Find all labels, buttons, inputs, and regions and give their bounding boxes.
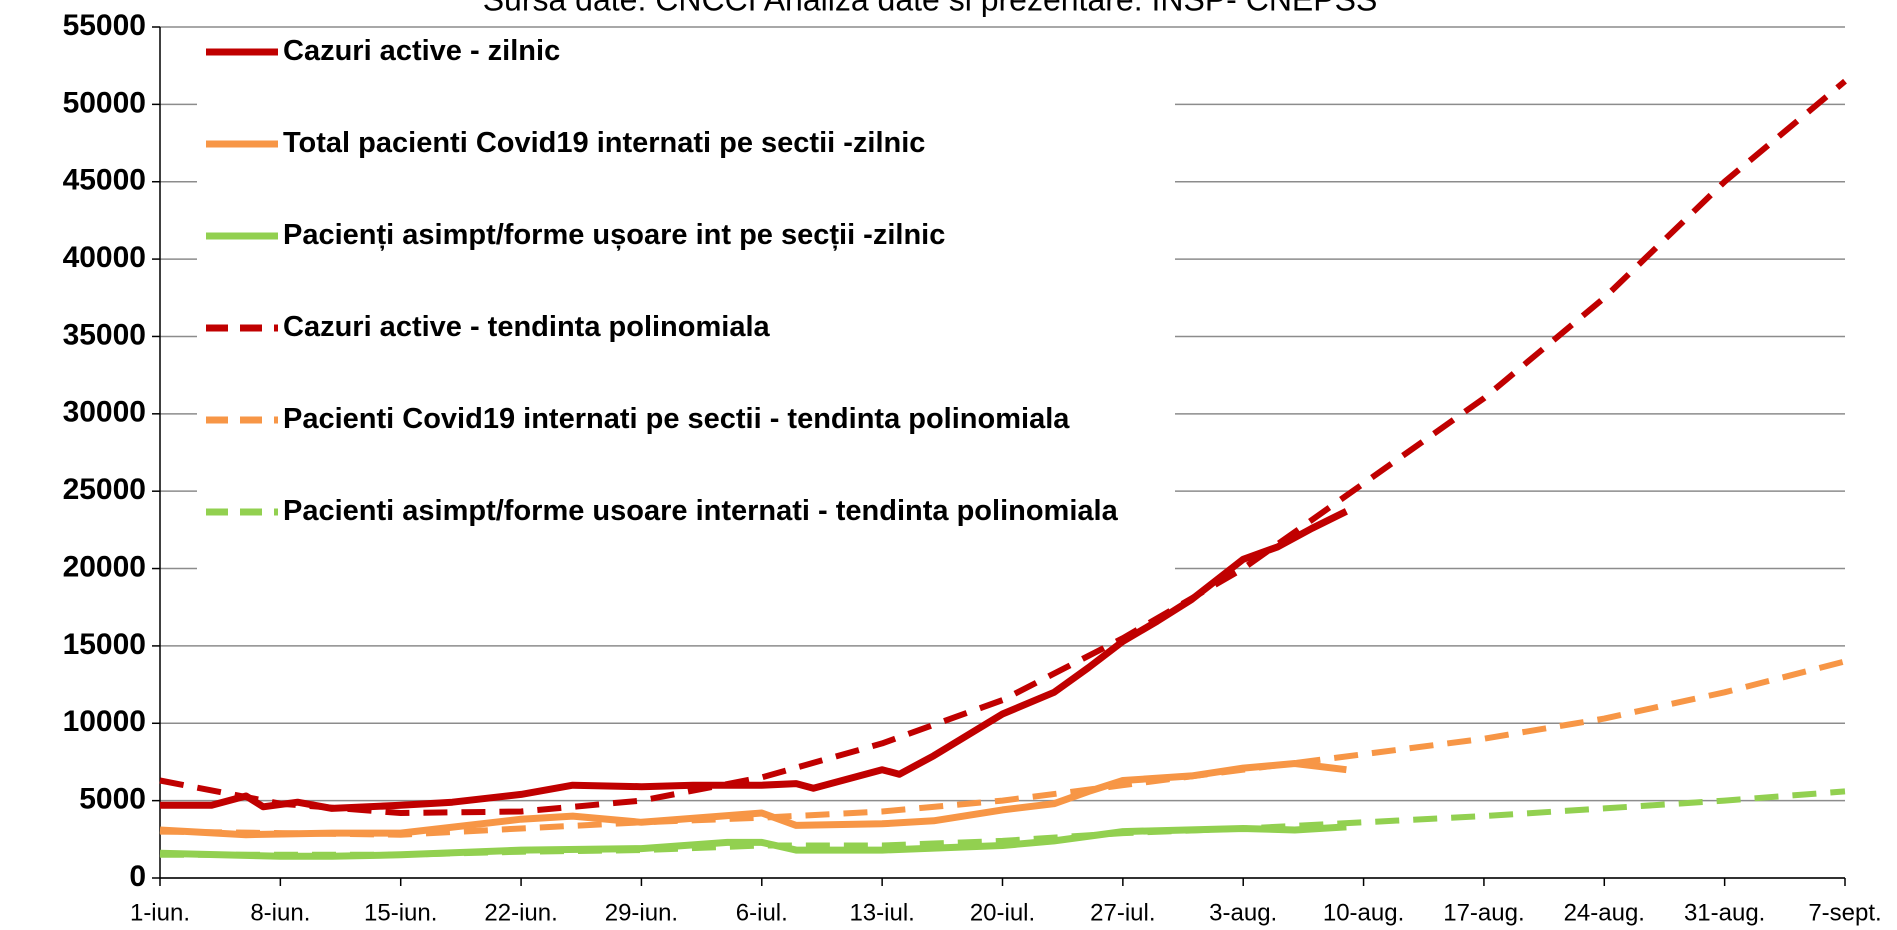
- legend-label: Cazuri active - zilnic: [283, 35, 560, 67]
- legend-line: Pacienti Covid19 internati pe sectii - t…: [283, 403, 1070, 435]
- legend-label: Pacienti asimpt/forme usoare internati -…: [283, 495, 1119, 527]
- legend-label: Cazuri active - tendinta polinomiala: [283, 311, 771, 343]
- x-tick-label: 17-aug.: [1443, 899, 1524, 926]
- x-tick-label: 10-aug.: [1323, 899, 1404, 926]
- legend-label: Total pacienti Covid19 internati pe sect…: [283, 127, 925, 159]
- y-tick-label: 55000: [63, 9, 146, 42]
- y-tick-label: 20000: [63, 550, 146, 583]
- y-tick-label: 30000: [63, 396, 146, 429]
- x-tick-label: 29-iun.: [605, 899, 678, 926]
- legend-line: Pacienti asimpt/forme usoare internati -…: [283, 495, 1119, 527]
- x-tick-label: 6-iul.: [736, 899, 788, 926]
- x-tick-label: 1-iun.: [130, 899, 190, 926]
- legend-line: Cazuri active - tendinta polinomiala: [283, 311, 771, 343]
- x-tick-label: 24-aug.: [1564, 899, 1645, 926]
- legend-background: [197, 34, 1175, 586]
- y-tick-label: 40000: [63, 241, 146, 274]
- x-tick-label: 8-iun.: [250, 899, 310, 926]
- legend-label: Pacienți asimpt/forme ușoare int pe secț…: [283, 219, 945, 251]
- x-tick-label: 7-sept.: [1808, 899, 1881, 926]
- y-tick-label: 15000: [63, 628, 146, 661]
- x-tick-label: 20-iul.: [970, 899, 1035, 926]
- legend-line: Total pacienti Covid19 internati pe sect…: [283, 127, 925, 159]
- x-tick-label: 31-aug.: [1684, 899, 1765, 926]
- series-line: [159, 760, 1347, 839]
- x-tick-label: 13-iul.: [849, 899, 914, 926]
- x-tick-label: 3-aug.: [1209, 899, 1277, 926]
- x-tick-label: 15-iun.: [364, 899, 437, 926]
- y-tick-label: 25000: [63, 473, 146, 506]
- y-tick-label: 10000: [63, 705, 146, 738]
- chart-subtitle: Sursa date: CNCCI Analiza date si prezen…: [483, 0, 1378, 17]
- series-line: [159, 658, 1846, 838]
- y-tick-label: 50000: [63, 86, 146, 119]
- y-tick-label: 35000: [63, 318, 146, 351]
- series-line: [159, 823, 1347, 860]
- x-tick-label: 27-iul.: [1090, 899, 1155, 926]
- legend-line: Cazuri active - zilnic: [283, 35, 560, 67]
- y-tick-label: 0: [129, 860, 146, 893]
- series-line: [160, 508, 1348, 812]
- y-tick-label: 45000: [63, 164, 146, 197]
- series-line: [159, 78, 1847, 816]
- legend-line: Pacienți asimpt/forme ușoare int pe secț…: [283, 219, 945, 251]
- legend-label: Pacienti Covid19 internati pe sectii - t…: [283, 403, 1070, 435]
- x-tick-label: 22-iun.: [484, 899, 557, 926]
- y-tick-label: 5000: [79, 783, 146, 816]
